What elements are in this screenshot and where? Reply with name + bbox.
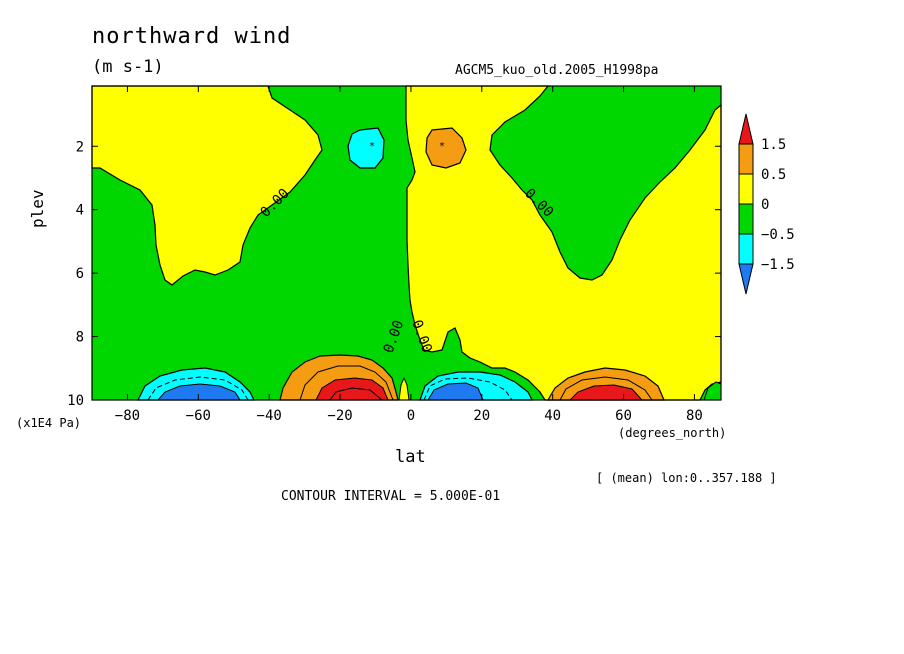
y-tick-label: 10 [67, 393, 84, 409]
colorbar-label: 0.5 [761, 167, 786, 183]
contour-nh-surface-inner [559, 376, 653, 401]
region-upper-negative-cell [347, 127, 385, 169]
colorbar-swatch [738, 203, 754, 235]
colorbar: 1.5 0.5 0 −0.5 −1.5 [738, 113, 795, 295]
y-tick-label: 6 [76, 266, 84, 282]
y-axis: 2 4 6 8 10 [67, 139, 721, 409]
y-tick-label: 8 [76, 330, 84, 346]
colorbar-label: −0.5 [761, 227, 795, 243]
cell-marker-positive: * [439, 141, 445, 152]
colorbar-swatch [738, 233, 754, 265]
x-axis-label: lat [395, 447, 426, 467]
contour-field: * * 0.00 0.00 0.00 0.00 [91, 85, 722, 401]
y-tick-label: 2 [76, 139, 84, 155]
x-axis-unit: (degrees_north) [618, 426, 727, 440]
colorbar-label: 0 [761, 197, 769, 213]
y-axis-unit: (x1E4 Pa) [16, 416, 82, 430]
x-tick-label: −80 [115, 408, 140, 424]
region-upper-positive-cell [425, 127, 467, 169]
x-tick-label: −40 [257, 408, 282, 424]
x-tick-label: 40 [544, 408, 561, 424]
x-tick-label: 0 [407, 408, 415, 424]
region-sh-surface-core [156, 383, 241, 401]
dataset-name: AGCM5_kuo_old.2005_H1998pa [455, 63, 659, 78]
contour-sh-surface-dashed [147, 376, 249, 401]
region-sh-upper-positive [91, 85, 323, 286]
plot-frame [91, 85, 722, 401]
chart-units: (m s-1) [92, 57, 164, 77]
colorbar-swatch [738, 173, 754, 205]
contour-interval-note: CONTOUR INTERVAL = 5.000E-01 [281, 489, 501, 504]
y-tick-label: 4 [76, 203, 84, 219]
colorbar-swatch [738, 143, 754, 175]
x-tick-label: 20 [473, 408, 490, 424]
colorbar-swatch [738, 113, 754, 145]
cell-marker-negative: * [369, 141, 375, 152]
chart-title: northward wind [92, 24, 292, 49]
x-tick-label: −20 [327, 408, 352, 424]
colorbar-label: −1.5 [761, 257, 795, 273]
contour-sh-tropical-inner [299, 365, 394, 401]
x-tick-label: −60 [186, 408, 211, 424]
longitude-note: [ (mean) lon:0..357.188 ] [596, 471, 777, 485]
colorbar-label: 1.5 [761, 137, 786, 153]
x-tick-label: 80 [686, 408, 703, 424]
region-nh-positive [405, 85, 722, 401]
contour-sh-tropical-core-inner [329, 387, 383, 401]
x-axis: −80 −60 −40 −20 0 20 40 60 80 [115, 86, 703, 424]
x-tick-label: 60 [615, 408, 632, 424]
colorbar-swatch [738, 263, 754, 295]
